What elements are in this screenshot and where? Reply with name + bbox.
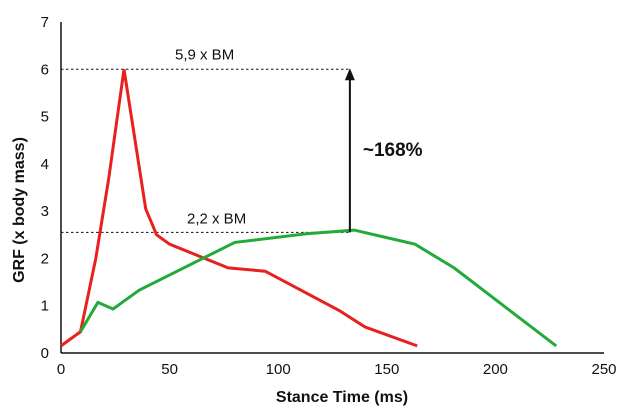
x-axis-title: Stance Time (ms) [276, 389, 408, 406]
peak-annotation-label: 5,9 x BM [175, 46, 234, 63]
x-tick-label: 150 [374, 361, 399, 378]
x-tick-label: 0 [57, 361, 65, 378]
x-tick-labels: 0 50 100 150 200 250 [57, 361, 617, 378]
green-peak-annotation-label: 2,2 x BM [187, 210, 246, 227]
y-tick-label: 4 [41, 156, 49, 173]
increase-percent-label: ~168% [363, 140, 423, 161]
y-tick-label: 7 [41, 14, 49, 31]
x-tick-label: 50 [161, 361, 178, 378]
x-tick-label: 100 [266, 361, 291, 378]
y-tick-labels: 0 1 2 3 4 5 6 7 [41, 14, 49, 362]
series-line-2 [79, 228, 558, 348]
reference-lines [61, 68, 350, 233]
increase-arrow-head [344, 68, 355, 81]
annotation-layer: 5,9 x BM 2,2 x BM ~168% [175, 46, 423, 233]
axes [60, 22, 604, 354]
y-tick-label: 6 [41, 61, 49, 78]
x-tick-label: 200 [483, 361, 508, 378]
y-tick-label: 1 [41, 298, 49, 315]
y-tick-label: 2 [41, 250, 49, 267]
y-tick-label: 3 [41, 203, 49, 220]
series-line-1 [60, 69, 418, 348]
series-layer [60, 69, 558, 348]
y-axis-title: GRF (x body mass) [11, 137, 28, 283]
x-tick-label: 250 [591, 361, 616, 378]
y-tick-label: 5 [41, 109, 49, 126]
y-tick-label: 0 [41, 345, 49, 362]
